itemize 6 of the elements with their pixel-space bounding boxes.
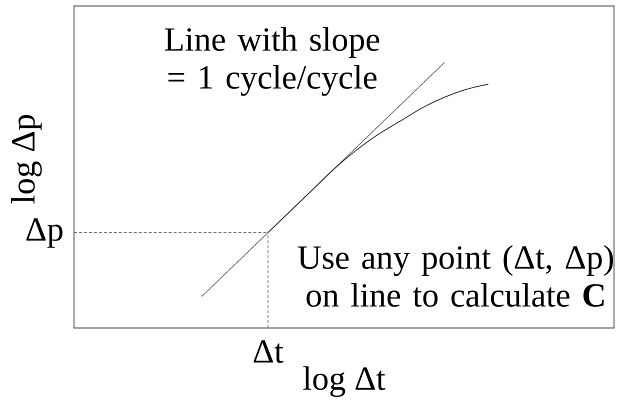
annotation: Use any point (Δt, Δp) on line to calculate C	[298, 245, 613, 307]
text: Δt	[254, 340, 284, 363]
x-axis-title: log Δt	[303, 366, 386, 398]
ref-line-label: Δp	[26, 218, 62, 248]
annotation: Line with slope = 1 cycle/cycle	[164, 27, 380, 96]
y-axis-title: log Δp	[10, 115, 42, 204]
